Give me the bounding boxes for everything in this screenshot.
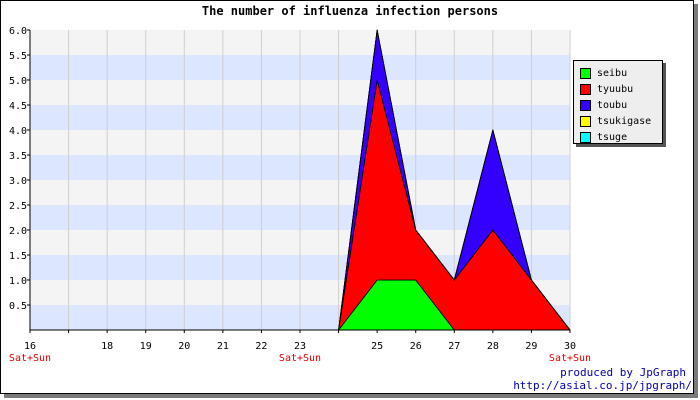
weekend-label: Sat+Sun: [279, 353, 321, 364]
legend-item-toubu: toubu: [580, 97, 662, 113]
y-tick-label: 2.5: [9, 201, 27, 212]
x-tick-label: 19: [140, 341, 152, 352]
y-tick-label: 1.5: [9, 251, 27, 262]
x-tick-label: 16: [24, 341, 36, 352]
y-tick-label: 1.0: [9, 276, 27, 287]
weekend-label: Sat+Sun: [549, 353, 591, 364]
x-tick-label: 20: [178, 341, 190, 352]
legend: seibu tyuubu toubu tsukigase tsuge: [573, 60, 663, 144]
x-tick-label: 18: [101, 341, 113, 352]
legend-label: toubu: [597, 99, 628, 111]
y-tick-label: 3.5: [9, 151, 27, 162]
y-tick-label: 4.5: [9, 101, 27, 112]
weekend-label: Sat+Sun: [9, 353, 51, 364]
y-tick-label: 6.0: [9, 26, 27, 37]
legend-swatch: [580, 83, 591, 95]
y-tick-label: 5.5: [9, 51, 27, 62]
y-tick-label: 3.0: [9, 176, 27, 187]
y-tick-label: 2.0: [9, 226, 27, 237]
legend-label: tsuge: [597, 131, 628, 143]
x-tick-label: 30: [564, 341, 576, 352]
x-tick-label: 25: [371, 341, 383, 352]
credit-url[interactable]: http://asial.co.jp/jpgraph/: [513, 379, 692, 392]
x-tick-label: 26: [410, 341, 422, 352]
x-tick-label: 29: [525, 341, 537, 352]
x-tick-label: 22: [255, 341, 267, 352]
legend-label: tsukigase: [597, 115, 652, 127]
legend-label: seibu: [597, 67, 628, 79]
chart-title: The number of influenza infection person…: [201, 4, 499, 18]
y-tick-label: 0.5: [9, 301, 27, 312]
legend-swatch: [580, 67, 591, 79]
y-tick-label: 4.0: [9, 126, 27, 137]
legend-swatch: [580, 99, 591, 111]
legend-label: tyuubu: [597, 83, 634, 95]
x-tick-label: 23: [294, 341, 306, 352]
x-tick-label: 27: [448, 341, 460, 352]
credit-producer: produced by JpGraph: [560, 366, 686, 379]
legend-item-tyuubu: tyuubu: [580, 81, 662, 97]
legend-item-tsukigase: tsukigase: [580, 113, 662, 129]
legend-swatch: [580, 115, 591, 127]
legend-item-seibu: seibu: [580, 65, 662, 81]
x-tick-label: 21: [217, 341, 229, 352]
y-tick-label: 5.0: [9, 76, 27, 87]
x-tick-label: 28: [487, 341, 499, 352]
legend-swatch: [580, 131, 591, 143]
legend-item-tsuge: tsuge: [580, 129, 662, 145]
